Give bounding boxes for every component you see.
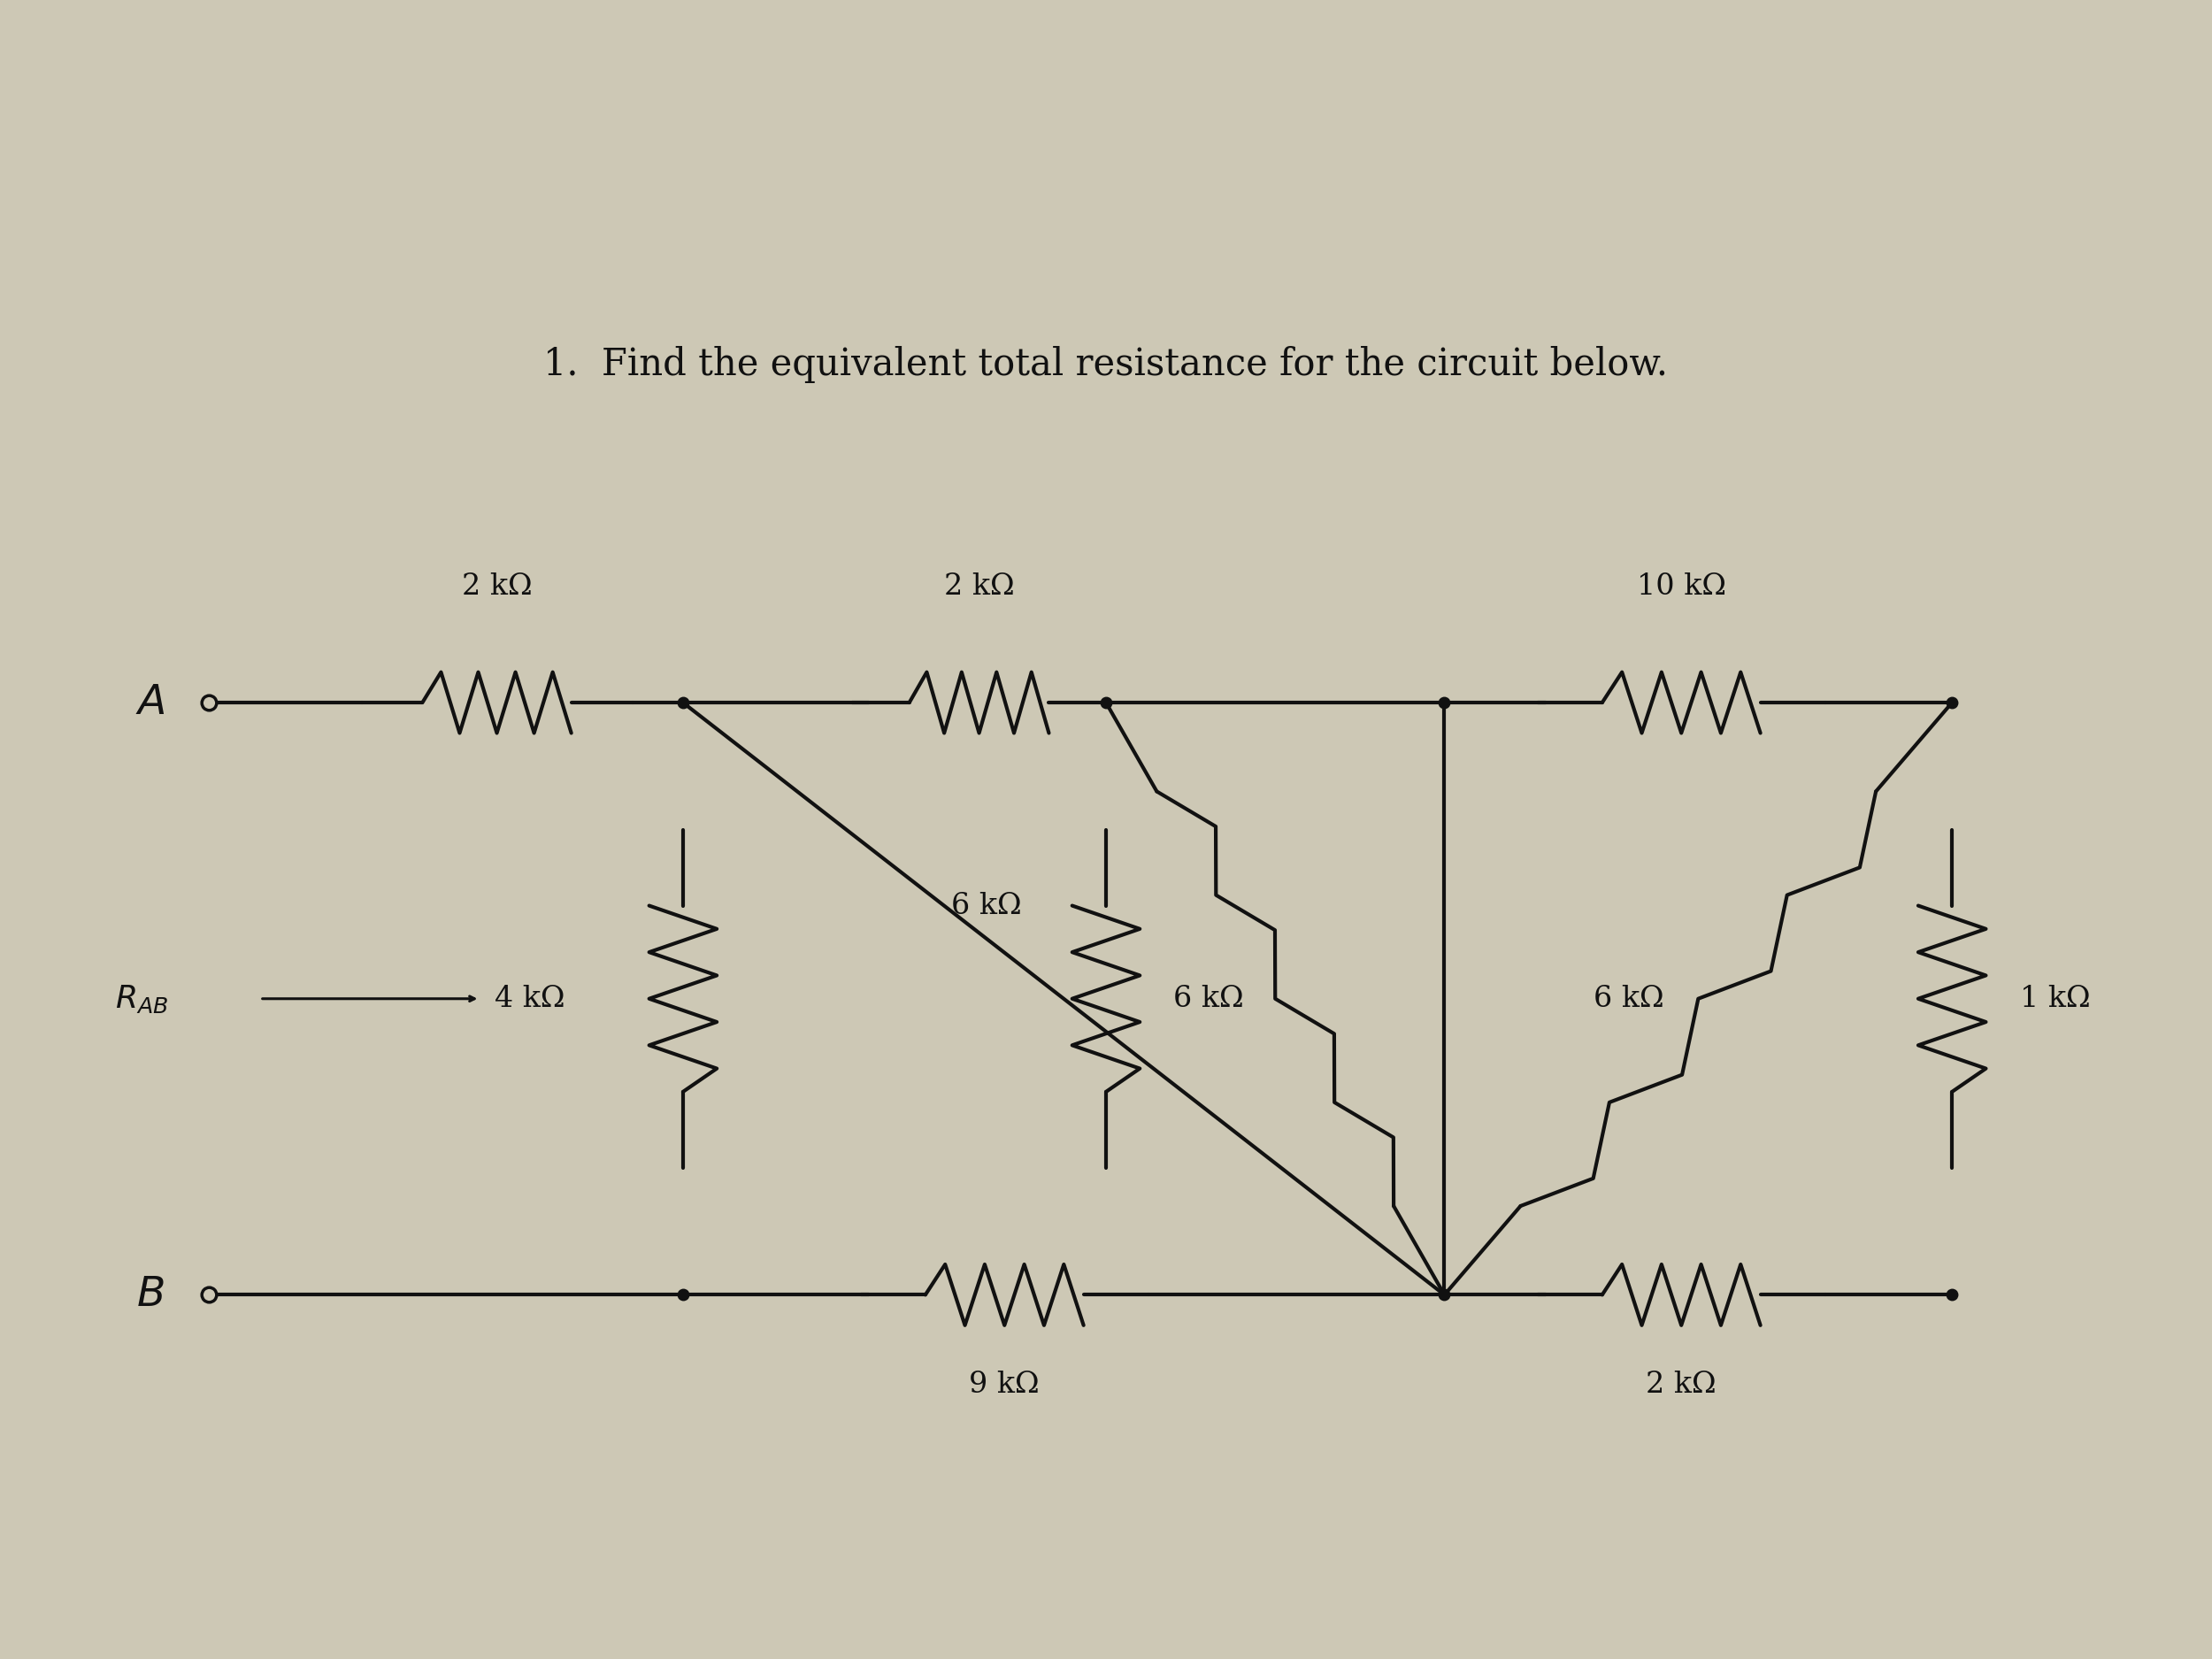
Text: 6 kΩ: 6 kΩ	[1595, 984, 1663, 1014]
Text: $A$: $A$	[135, 682, 166, 723]
Text: 1 kΩ: 1 kΩ	[2020, 984, 2090, 1014]
Text: 2 kΩ: 2 kΩ	[462, 572, 533, 601]
Text: 10 kΩ: 10 kΩ	[1637, 572, 1725, 601]
Text: 6 kΩ: 6 kΩ	[1175, 984, 1243, 1014]
Text: 6 kΩ: 6 kΩ	[951, 891, 1022, 919]
Text: 1.  Find the equivalent total resistance for the circuit below.: 1. Find the equivalent total resistance …	[544, 345, 1668, 383]
Text: 2 kΩ: 2 kΩ	[1646, 1370, 1717, 1399]
Text: 4 kΩ: 4 kΩ	[493, 984, 564, 1014]
Text: $R_{AB}$: $R_{AB}$	[115, 982, 168, 1015]
Text: $B$: $B$	[135, 1274, 164, 1316]
Text: 2 kΩ: 2 kΩ	[945, 572, 1015, 601]
Text: 9 kΩ: 9 kΩ	[969, 1370, 1040, 1399]
